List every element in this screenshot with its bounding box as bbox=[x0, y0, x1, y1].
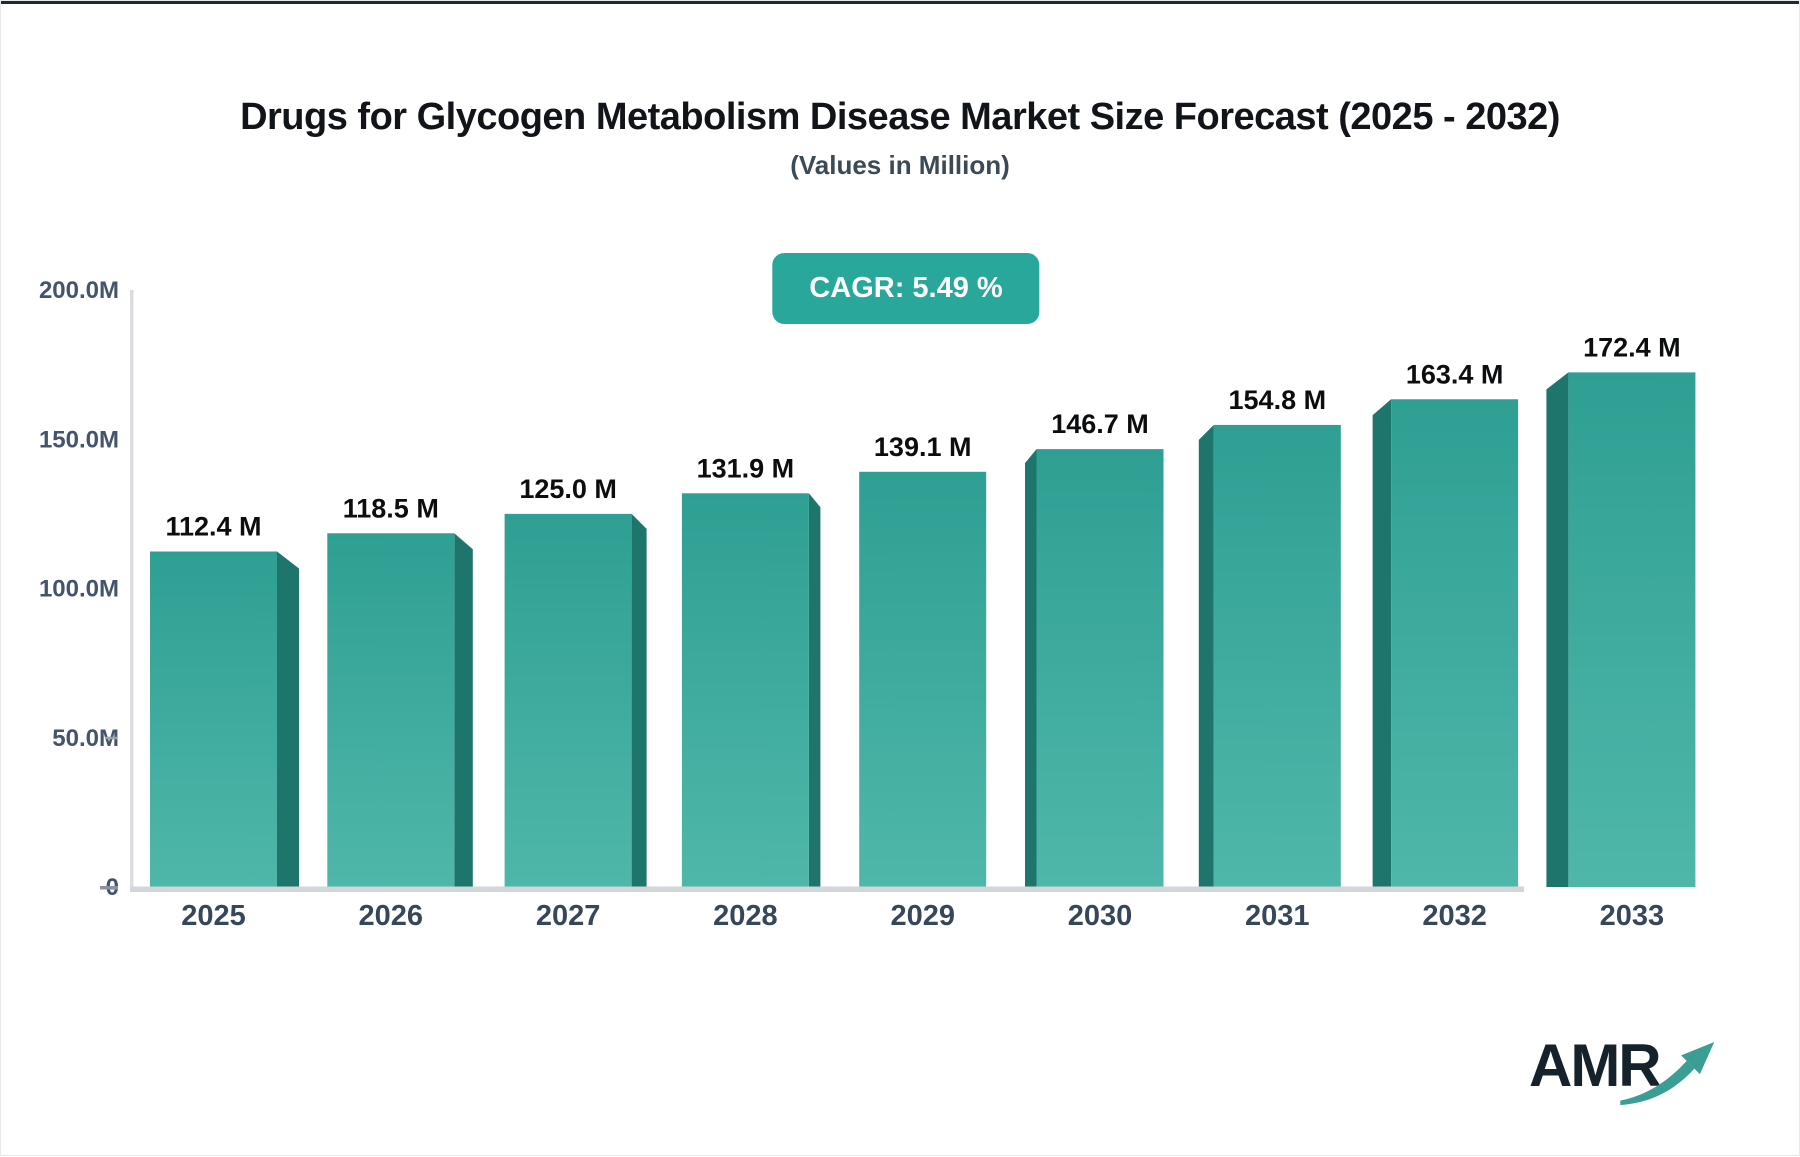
bar-side-2031 bbox=[1198, 424, 1214, 887]
y-tick-label: 150.0M bbox=[39, 426, 119, 453]
bar-side-2025 bbox=[277, 551, 299, 887]
chart-subtitle: (Values in Million) bbox=[790, 150, 1010, 180]
bar-value-label: 154.8 M bbox=[1229, 385, 1327, 415]
bar-value-label: 118.5 M bbox=[343, 493, 439, 523]
x-tick-label: 2027 bbox=[536, 900, 601, 932]
x-axis-line bbox=[130, 886, 1524, 892]
x-tick-label: 2029 bbox=[890, 900, 955, 932]
bar-value-label: 139.1 M bbox=[874, 432, 972, 462]
bar-side-2026 bbox=[454, 533, 473, 887]
bar-2028 bbox=[681, 493, 809, 887]
y-tick-mark bbox=[100, 886, 118, 890]
bar-2030 bbox=[1036, 449, 1164, 887]
window-top-border bbox=[1, 1, 1799, 4]
chart-title: Drugs for Glycogen Metabolism Disease Ma… bbox=[240, 96, 1560, 138]
bar-2029 bbox=[859, 471, 987, 887]
bar-value-label: 125.0 M bbox=[519, 474, 617, 504]
x-tick-label: 2033 bbox=[1600, 900, 1665, 932]
bar-value-label: 131.9 M bbox=[697, 453, 795, 483]
bar-2025 bbox=[150, 551, 277, 887]
bar-side-2032 bbox=[1372, 399, 1392, 887]
growth-arrow-icon bbox=[1620, 1042, 1715, 1106]
y-tick-label: 200.0M bbox=[39, 277, 119, 304]
y-tick-mark bbox=[105, 736, 117, 740]
bar-2032 bbox=[1391, 399, 1519, 887]
x-tick-label: 2026 bbox=[359, 900, 424, 932]
x-tick-label: 2032 bbox=[1422, 900, 1487, 932]
y-axis-line bbox=[130, 290, 134, 890]
bar-side-2033 bbox=[1546, 372, 1569, 887]
x-tick-label: 2025 bbox=[181, 900, 246, 932]
bar-2033 bbox=[1568, 372, 1696, 887]
bar-2031 bbox=[1213, 424, 1341, 887]
bar-side-2027 bbox=[631, 513, 647, 887]
amr-logo-text: AMR bbox=[1529, 1032, 1662, 1099]
x-tick-label: 2028 bbox=[713, 900, 778, 932]
cagr-badge: CAGR: 5.49 % bbox=[772, 253, 1040, 324]
bar-side-2028 bbox=[808, 493, 821, 887]
bar-2027 bbox=[504, 513, 632, 887]
bar-value-label: 172.4 M bbox=[1583, 332, 1681, 362]
bar-value-label: 112.4 M bbox=[165, 511, 261, 541]
bar-side-2030 bbox=[1025, 449, 1037, 887]
bar-value-label: 146.7 M bbox=[1051, 409, 1149, 439]
amr-logo: AMR bbox=[1529, 1031, 1729, 1121]
x-tick-label: 2030 bbox=[1068, 900, 1133, 932]
bar-2026 bbox=[327, 533, 455, 887]
y-tick-label: 100.0M bbox=[39, 576, 119, 603]
x-tick-label: 2031 bbox=[1245, 900, 1310, 932]
bar-value-label: 163.4 M bbox=[1406, 359, 1504, 389]
